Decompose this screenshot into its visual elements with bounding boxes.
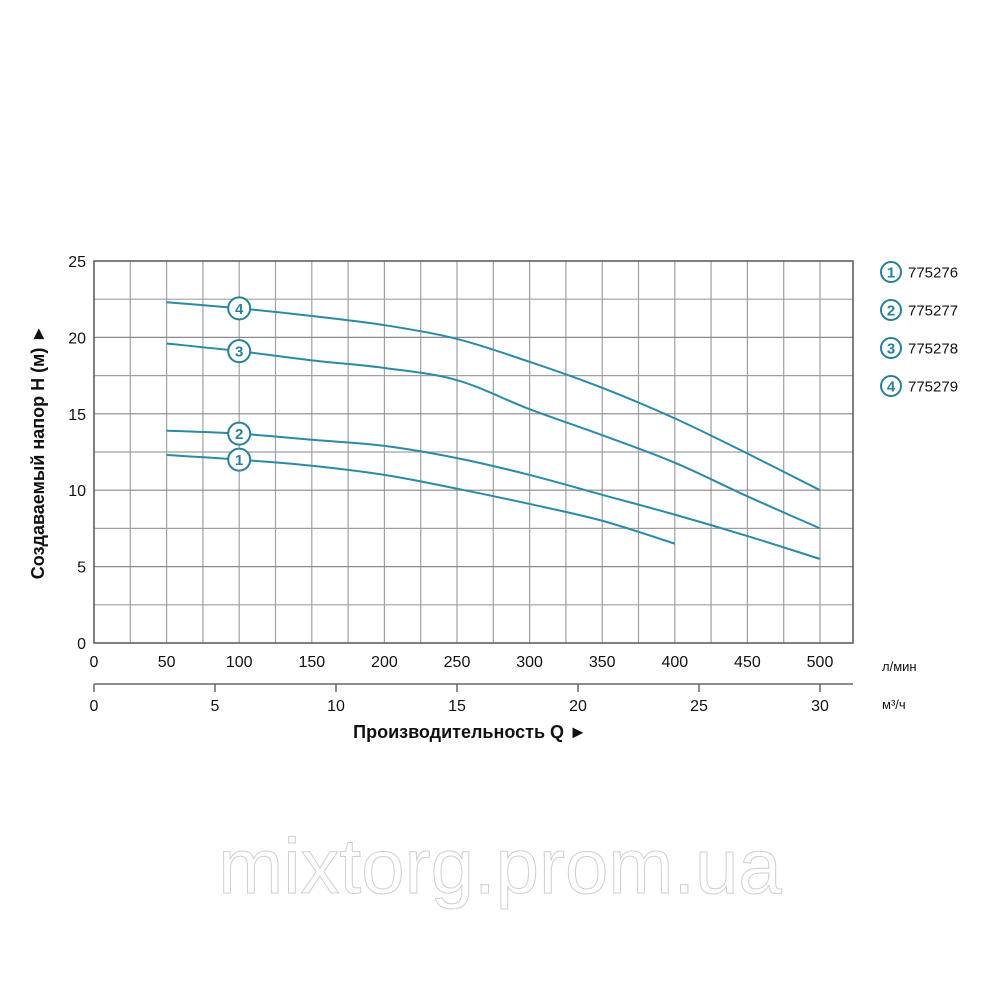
y-tick-label: 20 [68,330,86,347]
svg-text:3: 3 [887,341,895,358]
plot-frame [93,260,854,644]
x-tick-label: 500 [807,654,834,671]
x-tick-label: 450 [734,654,761,671]
x-unit-secondary: м³/ч [882,697,906,712]
curve-marker-badge [227,339,252,364]
x2-tick-label: 20 [569,698,587,715]
performance-curves: 1 2 3 4 [166,296,821,560]
x2-tick-label: 30 [811,698,829,715]
legend: 1 775276 2 775277 3 775278 4 775279 [880,261,958,397]
legend-badge [880,375,902,397]
legend-label: 775277 [908,303,958,320]
legend-label: 775279 [908,379,958,396]
y-axis-ticks: 0 5 10 15 20 25 [68,254,86,653]
x-tick-label: 100 [226,654,253,671]
y-tick-label: 15 [68,407,86,424]
y-tick-label: 0 [77,636,86,653]
svg-text:4: 4 [887,379,896,396]
x-tick-label: 150 [298,654,325,671]
x2-tick-label: 10 [327,698,345,715]
x2-tick-label: 25 [690,698,708,715]
curve-marker-badge [227,296,252,321]
svg-text:3: 3 [235,344,243,361]
x-axis-secondary-m3h: 0 5 10 15 20 25 30 [90,683,853,715]
legend-badge [880,299,902,321]
watermark: mixtorg.prom.ua [218,822,782,910]
curve-marker-badge [227,421,252,446]
curve-775278 [166,342,821,530]
x2-tick-label: 0 [90,698,99,715]
y-tick-label: 5 [77,560,86,577]
x-axis-title: Производительность Q ► [353,722,587,742]
grid-lines [94,261,853,643]
x-axis-ticks-lpm: 0 50 100 150 200 250 300 350 400 450 500 [90,654,834,671]
x-tick-label: 50 [158,654,176,671]
svg-text:4: 4 [235,301,244,318]
y-tick-label: 10 [68,483,86,500]
x-tick-label: 300 [516,654,543,671]
x2-tick-label: 15 [448,698,466,715]
svg-text:2: 2 [887,303,895,320]
x2-tick-label: 5 [211,698,220,715]
curve-marker-badge [227,447,252,472]
x-tick-label: 0 [90,654,99,671]
svg-text:2: 2 [235,426,243,443]
legend-label: 775278 [908,341,958,358]
x-unit-primary: л/мин [882,659,917,674]
x-tick-label: 350 [589,654,616,671]
x-tick-label: 200 [371,654,398,671]
legend-badge [880,261,902,283]
x-tick-label: 250 [444,654,471,671]
svg-text:1: 1 [887,265,895,282]
x-tick-label: 400 [661,654,688,671]
legend-label: 775276 [908,265,958,282]
curve-775277 [166,429,821,560]
y-axis-title: Создаваемый напор H (м) ► [28,325,48,579]
legend-badge [880,337,902,359]
curve-775279 [166,301,821,492]
y-tick-label: 25 [68,254,86,271]
svg-text:1: 1 [235,452,243,469]
